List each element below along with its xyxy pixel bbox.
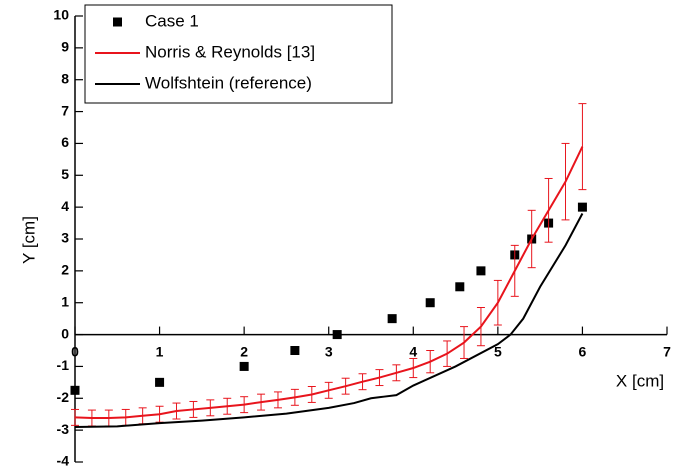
y-tick-label: 1	[61, 293, 69, 309]
y-tick-label: -3	[57, 421, 70, 437]
y-tick-label: 7	[61, 102, 69, 118]
x-tick-label: 3	[325, 343, 333, 359]
y-tick-label: 10	[53, 7, 69, 23]
legend-label: Case 1	[145, 11, 199, 30]
data-point	[290, 346, 300, 355]
x-tick-label: 7	[663, 343, 671, 359]
data-point	[476, 266, 486, 276]
data-point	[387, 314, 397, 324]
data-point	[239, 361, 249, 371]
y-tick-label: 8	[61, 70, 69, 86]
data-point	[332, 330, 342, 340]
y-tick-label: 2	[61, 262, 69, 278]
x-tick-label: 6	[579, 343, 587, 359]
y-tick-label: 5	[61, 166, 69, 182]
x-tick-label: 2	[240, 343, 248, 359]
y-tick-label: 3	[61, 230, 69, 246]
y-tick-label: 9	[61, 39, 69, 55]
data-point	[455, 282, 465, 292]
data-point	[577, 202, 587, 212]
y-tick-label: 4	[61, 198, 69, 214]
legend-label: Wolfshtein (reference)	[145, 73, 312, 92]
y-tick-label: -4	[57, 453, 70, 469]
x-tick-label: 5	[494, 343, 502, 359]
data-point	[70, 385, 80, 395]
data-point	[425, 298, 435, 308]
legend-label: Norris & Reynolds [13]	[145, 42, 315, 61]
y-tick-label: -1	[57, 357, 70, 373]
legend-marker	[113, 17, 122, 27]
y-axis-label: Y [cm]	[19, 216, 38, 264]
x-tick-label: 1	[156, 343, 164, 359]
x-axis-label: X [cm]	[616, 371, 664, 390]
data-point	[155, 377, 165, 387]
x-tick-label: 0	[71, 343, 79, 359]
x-tick-label: 4	[409, 343, 417, 359]
series-line	[74, 146, 584, 420]
y-tick-label: 0	[61, 325, 69, 341]
y-tick-label: 6	[61, 134, 69, 150]
y-tick-label: -2	[57, 389, 70, 405]
series-line	[74, 213, 584, 428]
